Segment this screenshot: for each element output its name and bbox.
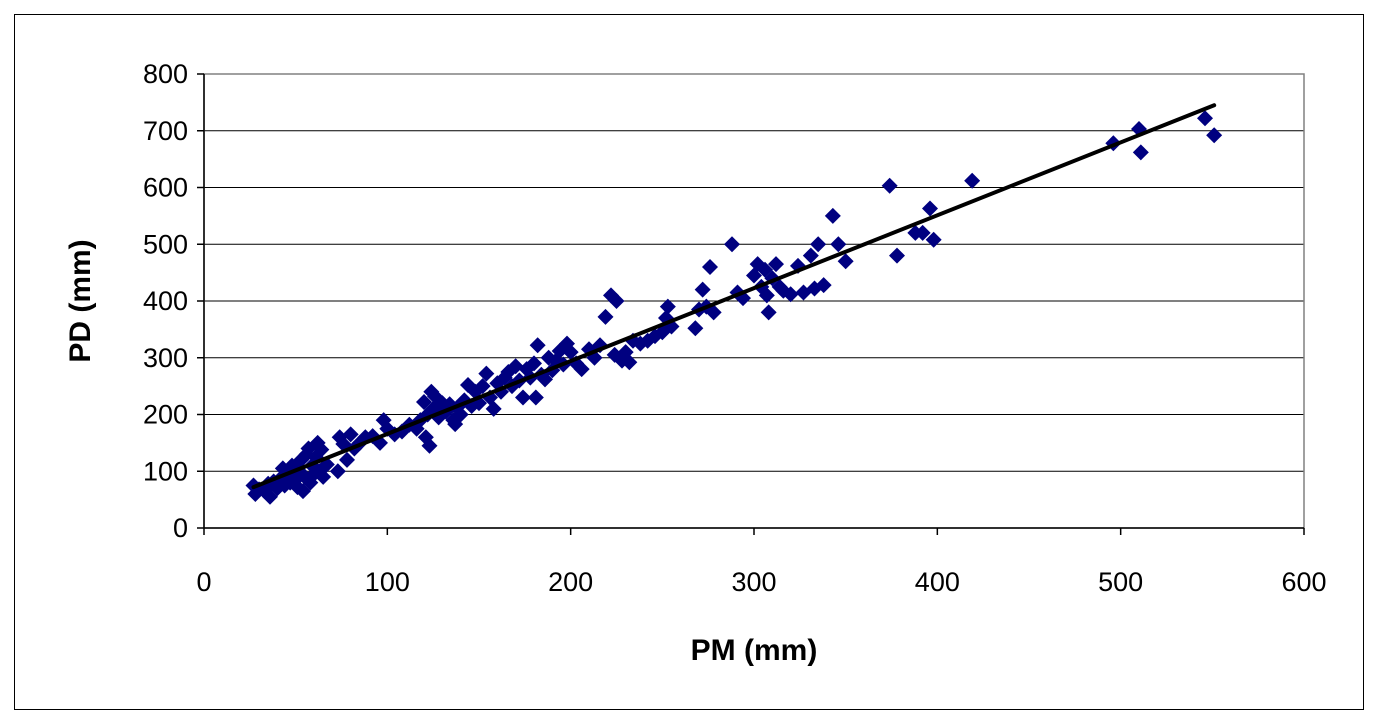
x-tick-label-400: 400 [915,567,960,597]
data-point-140 [824,207,841,224]
x-tick-label-500: 500 [1098,567,1143,597]
y-tick-label-700: 700 [143,116,188,146]
data-point-86 [537,371,553,388]
y-tick-label-800: 800 [143,59,188,89]
y-tick-label-500: 500 [143,229,188,259]
data-point-114 [687,320,704,337]
data-point-143 [881,177,898,194]
x-tick-label-100: 100 [365,567,410,597]
data-point-116 [694,281,711,298]
data-point-62 [452,406,469,423]
data-point-99 [597,308,614,325]
data-point-128 [760,304,777,321]
data-point-147 [922,200,938,217]
data-point-83 [527,389,544,406]
data-point-130 [768,256,784,273]
data-point-112 [659,298,676,315]
data-point-152 [1132,144,1149,161]
data-point-84 [529,337,546,354]
data-point-93 [562,344,579,361]
data-point-142 [837,253,854,270]
x-tick-label-200: 200 [548,567,593,597]
data-point-31 [329,463,346,480]
y-tick-label-100: 100 [143,456,188,486]
data-point-74 [496,369,513,386]
data-point-138 [810,236,827,253]
data-point-1 [247,485,264,502]
data-point-144 [889,247,905,264]
y-tick-label-400: 400 [143,286,188,316]
data-point-35 [342,426,359,443]
data-point-136 [802,247,819,264]
data-point-69 [478,365,495,382]
gridlines [204,73,1304,472]
tick-labels: 0 100 200 300 400 500 600 700 800 0 100 200 300 400 50… [143,59,1327,597]
data-point-139 [815,277,832,294]
data-point-68 [474,378,491,395]
data-point-127 [758,287,775,304]
data-point-133 [782,286,799,303]
data-point-79 [515,389,531,406]
data-points [245,110,1223,505]
data-point-120 [724,236,740,253]
data-point-119 [705,304,722,321]
trendline-layer [251,103,1217,490]
data-point-141 [830,236,847,253]
data-point-51 [421,437,438,454]
data-point-34 [339,451,355,468]
y-tick-label-200: 200 [143,400,188,430]
x-axis-title: PM (mm) [691,634,818,667]
data-point-28 [313,441,330,458]
data-point-118 [702,258,718,275]
data-point-148 [925,231,942,248]
y-axis-title: PD (mm) [64,239,97,362]
data-point-105 [621,354,638,371]
data-point-154 [1206,127,1223,144]
data-point-82 [526,355,542,372]
data-point-29 [315,468,332,485]
data-point-146 [914,224,931,241]
y-tick-label-0: 0 [173,513,188,543]
data-point-71 [485,400,502,417]
x-tick-label-300: 300 [731,567,776,597]
trendline [251,103,1217,490]
axes [197,73,1305,535]
data-point-77 [507,358,524,375]
data-point-102 [608,293,625,309]
data-point-153 [1197,110,1213,127]
x-tick-label-600: 600 [1281,567,1326,597]
data-point-95 [573,361,590,378]
x-tick-label-0: 0 [196,567,211,597]
y-tick-label-600: 600 [143,173,188,203]
y-tick-label-300: 300 [143,343,188,373]
data-point-149 [964,172,981,189]
